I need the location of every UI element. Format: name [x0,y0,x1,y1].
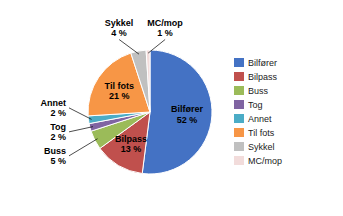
chart: Bilfører52 %Bilpass13 %Til fots21 %Annet… [0,0,343,216]
data-label-value: 13 % [121,144,142,154]
legend-label: MC/mop [248,156,282,166]
data-label-name: Bilpass [115,134,147,144]
data-label-name: Til fots [105,81,134,91]
data-label: Tog2 % [50,122,66,143]
data-label: Til fots21 % [105,81,134,102]
legend-swatch [234,128,244,137]
data-label-name: Tog [50,122,66,132]
data-label-name: MC/mop [147,18,183,28]
legend-label: Bilpass [248,72,278,82]
data-label: Bilfører52 % [171,104,204,125]
data-label-value: 4 % [111,28,127,38]
data-label-value: 5 % [50,156,66,166]
legend-swatch [234,58,244,67]
pie-slice [142,50,212,174]
pie-slice [146,50,150,112]
legend-swatch [234,142,244,151]
leader-line [148,40,165,54]
data-label: Buss5 % [44,146,66,167]
leader-line [69,139,98,156]
leader-lines [69,40,165,156]
legend-swatch [234,114,244,123]
legend: Bilfører Bilpass Buss Tog Annet Til fots Sykke… [234,58,282,166]
data-labels: Bilfører52 % Bilpass13 % Til fots21 % Annet… [41,18,204,166]
data-label-name: Sykkel [105,18,134,28]
leader-line [69,127,93,132]
data-label-value: 21 % [109,91,130,101]
data-label-value: 52 % [177,115,198,125]
slices [88,50,212,174]
legend-label: Tog [248,100,263,110]
legend-swatch [234,72,244,81]
data-label-name: Annet [41,98,67,108]
data-label: Annet2 % [41,98,67,119]
legend-swatch [234,100,244,109]
data-label-name: Bilfører [171,104,204,114]
legend-label: Bilfører [248,58,277,68]
leader-line [69,108,92,120]
data-label: Sykkel4 % [105,18,134,39]
legend-label: Buss [248,86,269,96]
legend-swatch [234,156,244,165]
data-label-name: Buss [44,146,66,156]
data-label-value: 2 % [50,132,66,142]
legend-label: Til fots [248,128,275,138]
data-label: MC/mop1 % [147,18,183,39]
legend-label: Sykkel [248,142,275,152]
data-label: Bilpass13 % [115,134,147,155]
data-label-value: 1 % [157,28,173,38]
legend-swatch [234,86,244,95]
data-label-value: 2 % [50,108,66,118]
legend-label: Annet [248,114,272,124]
leader-line [119,40,139,55]
